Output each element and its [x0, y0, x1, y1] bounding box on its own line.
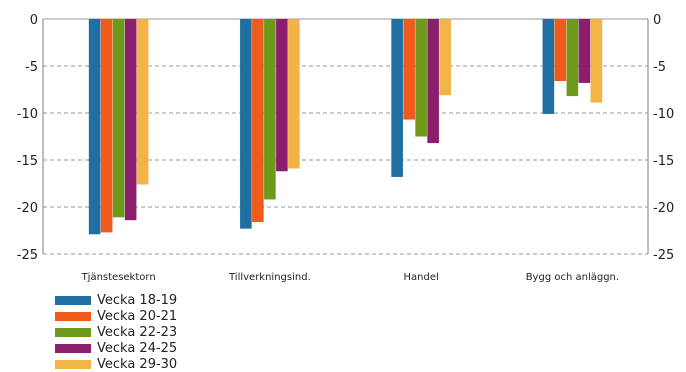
y-tick-label-right: -20: [653, 201, 674, 216]
bar: [542, 19, 555, 114]
bar-chart: 0 0 -5 -5 -10 -10 -15 -15 -20 -20 -25 -25 Tjänstesek…: [17, 13, 674, 283]
bar: [403, 19, 415, 120]
bar: [252, 19, 264, 223]
bar: [439, 19, 451, 96]
legend-item: Vecka 24-25: [55, 340, 177, 356]
bar: [554, 19, 567, 82]
bar: [276, 19, 288, 172]
y-tick-label-left: -20: [17, 201, 38, 216]
y-tick-label-right: 0: [653, 13, 661, 28]
legend-label: Vecka 22-23: [97, 324, 178, 340]
bar: [100, 19, 113, 233]
bar: [88, 19, 101, 235]
legend-label: Vecka 18-19: [97, 292, 178, 308]
bar: [566, 19, 579, 97]
legend-swatch: [55, 311, 91, 321]
legend-item: Vecka 29-30: [55, 356, 177, 372]
legend-item: Vecka 22-23: [55, 324, 177, 340]
y-tick-label-right: -5: [653, 60, 666, 75]
y-tick-label-right: -10: [653, 107, 674, 122]
y-tick-label-left: -5: [25, 60, 38, 75]
legend-item: Vecka 20-21: [55, 308, 177, 324]
legend-swatch: [55, 327, 91, 337]
bar: [391, 19, 403, 177]
x-category-label: Tillverkningsind.: [228, 272, 311, 283]
bar: [112, 19, 125, 218]
y-tick-label-right: -25: [653, 248, 674, 263]
legend-swatch: [55, 343, 91, 353]
bar: [427, 19, 439, 144]
chart-legend: Vecka 18-19 Vecka 20-21 Vecka 22-23 Vecka 2…: [55, 292, 177, 372]
bar: [124, 19, 137, 221]
legend-swatch: [55, 359, 91, 369]
x-category-label: Bygg och anläggn.: [526, 272, 619, 283]
bar: [136, 19, 149, 185]
legend-label: Vecka 29-30: [97, 356, 178, 372]
bar: [415, 19, 427, 137]
y-tick-label-left: -10: [17, 107, 38, 122]
bar: [578, 19, 591, 83]
y-tick-label-left: -15: [17, 154, 38, 169]
y-tick-label-left: 0: [30, 13, 38, 28]
bar: [264, 19, 276, 200]
legend-label: Vecka 24-25: [97, 340, 178, 356]
y-tick-label-left: -25: [17, 248, 38, 263]
x-category-label: Handel: [403, 272, 438, 283]
legend-item: Vecka 18-19: [55, 292, 177, 308]
bar: [240, 19, 252, 229]
x-category-label: Tjänstesektorn: [81, 272, 156, 283]
legend-swatch: [55, 295, 91, 305]
bar: [590, 19, 603, 103]
bar: [288, 19, 300, 169]
y-tick-label-right: -15: [653, 154, 674, 169]
legend-label: Vecka 20-21: [97, 308, 178, 324]
